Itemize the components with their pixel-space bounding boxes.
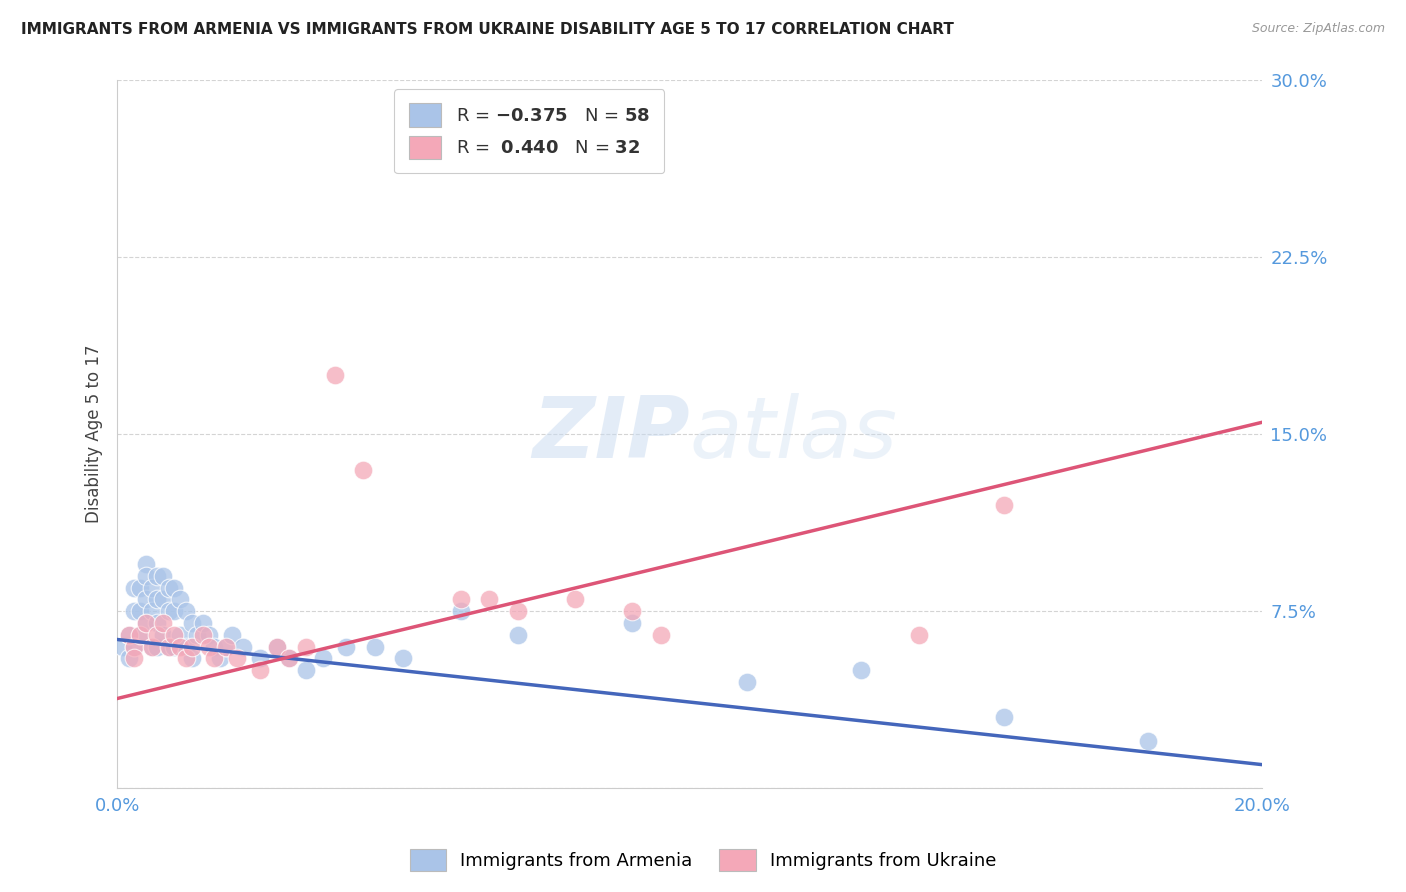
Point	[215, 640, 238, 654]
Point	[169, 592, 191, 607]
Point	[174, 640, 197, 654]
Point	[163, 604, 186, 618]
Point	[117, 628, 139, 642]
Point	[124, 604, 146, 618]
Legend: Immigrants from Armenia, Immigrants from Ukraine: Immigrants from Armenia, Immigrants from…	[402, 842, 1004, 879]
Point	[163, 581, 186, 595]
Point	[204, 640, 226, 654]
Point	[232, 640, 254, 654]
Point	[124, 581, 146, 595]
Point	[180, 640, 202, 654]
Point	[129, 581, 152, 595]
Text: atlas: atlas	[689, 392, 897, 475]
Point	[180, 615, 202, 630]
Point	[907, 628, 929, 642]
Point	[124, 640, 146, 654]
Point	[135, 568, 157, 582]
Point	[204, 651, 226, 665]
Point	[141, 604, 163, 618]
Point	[735, 675, 758, 690]
Point	[191, 628, 214, 642]
Point	[135, 615, 157, 630]
Point	[364, 640, 387, 654]
Point	[277, 651, 299, 665]
Point	[221, 628, 243, 642]
Point	[621, 604, 644, 618]
Point	[180, 651, 202, 665]
Point	[129, 604, 152, 618]
Point	[152, 568, 174, 582]
Point	[157, 640, 180, 654]
Point	[152, 615, 174, 630]
Point	[506, 628, 529, 642]
Point	[295, 663, 318, 677]
Point	[392, 651, 415, 665]
Point	[226, 651, 249, 665]
Point	[277, 651, 299, 665]
Point	[1136, 734, 1159, 748]
Point	[117, 628, 139, 642]
Point	[146, 615, 169, 630]
Point	[174, 651, 197, 665]
Point	[146, 640, 169, 654]
Point	[621, 615, 644, 630]
Point	[993, 710, 1015, 724]
Point	[146, 592, 169, 607]
Point	[209, 651, 232, 665]
Point	[169, 640, 191, 654]
Point	[157, 640, 180, 654]
Point	[506, 604, 529, 618]
Point	[851, 663, 873, 677]
Point	[141, 640, 163, 654]
Point	[129, 628, 152, 642]
Point	[650, 628, 672, 642]
Point	[152, 592, 174, 607]
Text: IMMIGRANTS FROM ARMENIA VS IMMIGRANTS FROM UKRAINE DISABILITY AGE 5 TO 17 CORREL: IMMIGRANTS FROM ARMENIA VS IMMIGRANTS FR…	[21, 22, 953, 37]
Point	[197, 628, 219, 642]
Y-axis label: Disability Age 5 to 17: Disability Age 5 to 17	[86, 345, 103, 524]
Point	[197, 640, 219, 654]
Point	[135, 557, 157, 571]
Point	[191, 615, 214, 630]
Point	[141, 640, 163, 654]
Point	[129, 628, 152, 642]
Point	[163, 640, 186, 654]
Point	[146, 568, 169, 582]
Point	[146, 628, 169, 642]
Point	[249, 651, 271, 665]
Point	[124, 640, 146, 654]
Point	[450, 604, 472, 618]
Point	[111, 640, 134, 654]
Legend: R = $\mathbf{-0.375}$   N = $\mathbf{58}$, R = $\mathbf{\ 0.440}$   N = $\mathbf: R = $\mathbf{-0.375}$ N = $\mathbf{58}$,…	[394, 89, 665, 173]
Point	[169, 628, 191, 642]
Point	[174, 604, 197, 618]
Point	[993, 498, 1015, 512]
Point	[152, 628, 174, 642]
Point	[249, 663, 271, 677]
Point	[295, 640, 318, 654]
Point	[157, 604, 180, 618]
Point	[163, 628, 186, 642]
Point	[141, 581, 163, 595]
Point	[312, 651, 335, 665]
Point	[135, 615, 157, 630]
Point	[352, 462, 374, 476]
Point	[323, 368, 346, 382]
Point	[117, 651, 139, 665]
Point	[124, 651, 146, 665]
Text: Source: ZipAtlas.com: Source: ZipAtlas.com	[1251, 22, 1385, 36]
Point	[478, 592, 501, 607]
Point	[266, 640, 288, 654]
Point	[157, 581, 180, 595]
Point	[215, 640, 238, 654]
Point	[186, 628, 208, 642]
Point	[335, 640, 357, 654]
Point	[135, 592, 157, 607]
Text: ZIP: ZIP	[531, 392, 689, 475]
Point	[450, 592, 472, 607]
Point	[266, 640, 288, 654]
Point	[564, 592, 586, 607]
